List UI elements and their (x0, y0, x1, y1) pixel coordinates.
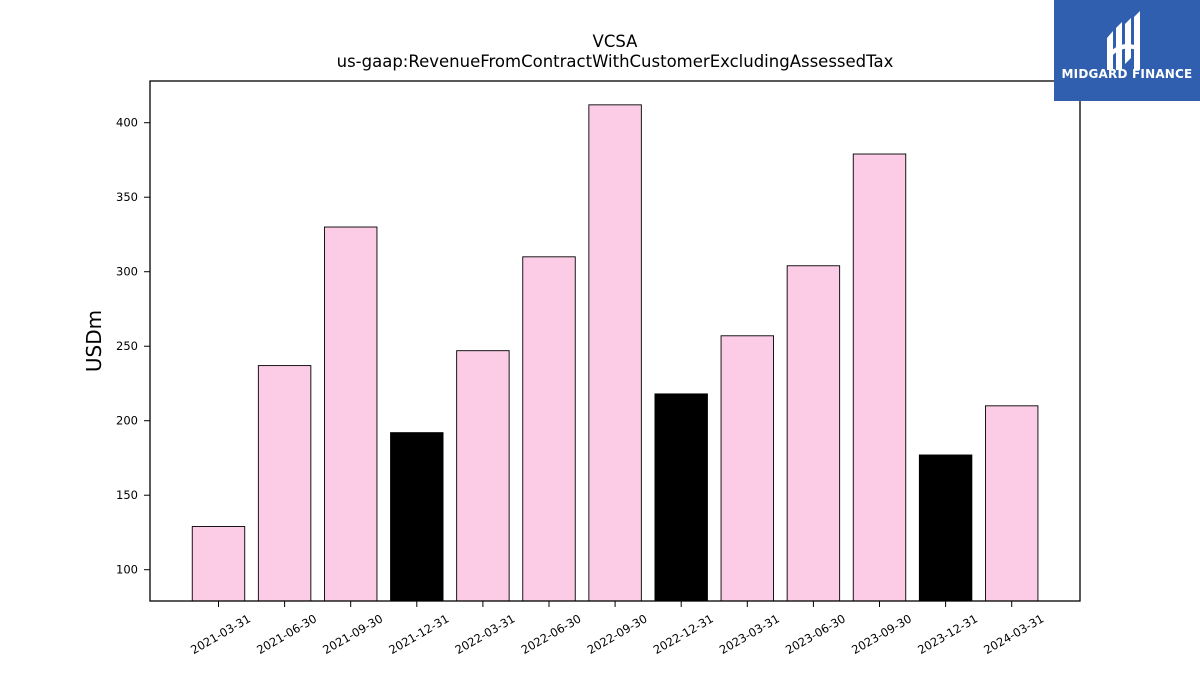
x-tick-label: 2022-12-31 (651, 611, 716, 657)
x-tick-label: 2022-09-30 (585, 611, 650, 657)
brand-logo: MIDGARD FINANCE (1054, 0, 1200, 101)
y-tick-label: 150 (116, 488, 138, 502)
x-tick-label: 2024-03-31 (981, 611, 1046, 657)
y-tick-label: 350 (116, 190, 138, 204)
y-tick-label: 400 (116, 116, 138, 130)
bar-2022-09-30 (588, 104, 642, 602)
bar-2021-06-30 (257, 365, 312, 602)
bar-2024-03-31 (985, 405, 1039, 602)
x-tick-label: 2023-06-30 (783, 611, 848, 657)
y-tick-label: 100 (116, 563, 138, 577)
x-tick-label: 2023-09-30 (849, 611, 914, 657)
bar-2022-03-31 (456, 350, 510, 602)
bars-group (191, 104, 1039, 602)
x-tick-label: 2023-03-31 (717, 611, 782, 657)
bar-2021-03-31 (191, 526, 246, 602)
x-axis: 2021-03-31 2021-06-30 2021-09-30 2021-12-31… (188, 601, 1046, 657)
y-tick-label: 250 (116, 339, 138, 353)
x-tick-label: 2022-03-31 (453, 611, 518, 657)
x-tick-label: 2023-12-31 (915, 611, 980, 657)
logo-text: MIDGARD FINANCE (1061, 67, 1193, 81)
bar-2023-03-31 (720, 335, 774, 602)
bar-2022-12-31 (654, 393, 708, 602)
bar-2023-09-30 (852, 153, 907, 602)
x-tick-label: 2022-06-30 (519, 611, 584, 657)
x-tick-label: 2021-09-30 (320, 611, 385, 657)
chart-subtitle: us-gaap:RevenueFromContractWithCustomerE… (336, 52, 894, 71)
x-tick-label: 2021-03-31 (188, 611, 253, 657)
bar-2022-06-30 (522, 256, 576, 602)
bar-2021-09-30 (324, 226, 378, 602)
bar-2023-12-31 (918, 454, 973, 602)
y-axis-label: USDm (82, 310, 106, 372)
logo-mark-icon (1107, 11, 1140, 70)
chart-title: VCSA (592, 32, 638, 51)
y-tick-label: 300 (116, 265, 138, 279)
x-tick-label: 2021-12-31 (386, 611, 451, 657)
bar-2023-06-30 (786, 265, 841, 602)
y-tick-label: 200 (116, 414, 138, 428)
y-axis: 100 150 200 250 300 350 400 (116, 116, 150, 577)
bar-2021-12-31 (390, 432, 444, 602)
x-tick-label: 2021-06-30 (254, 611, 319, 657)
